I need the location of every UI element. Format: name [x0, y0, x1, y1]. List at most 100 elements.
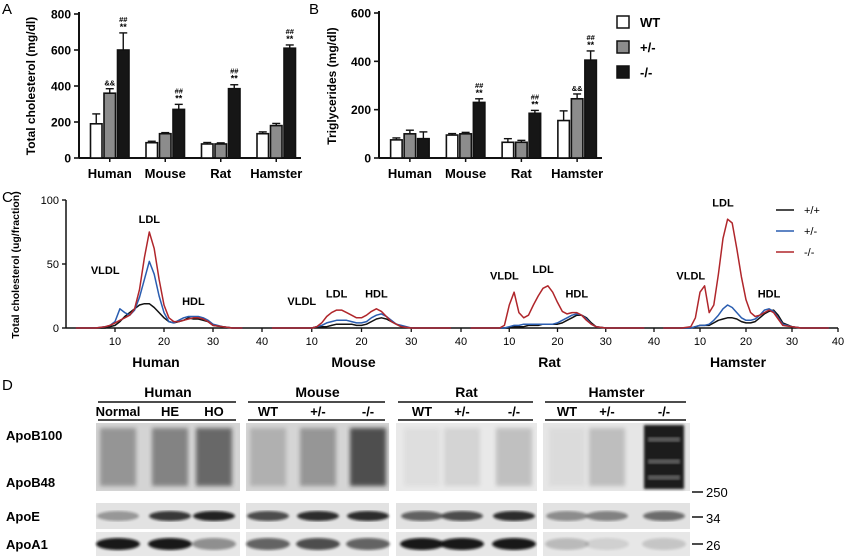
c-y-tick-label-0: 0 [53, 323, 59, 335]
c-human-peak-label-hdl: HDL [182, 296, 205, 308]
c-human-line-2 [75, 231, 243, 329]
c-human-peak-label-vldl: VLDL [91, 265, 120, 277]
a-y-tick-label-2: 400 [51, 80, 71, 94]
blot-lane-human-1: HE [161, 404, 179, 419]
blot-lane-mouse-2: -/- [362, 404, 374, 419]
c-rat-x-tick-label-0: 10 [503, 336, 515, 348]
b-bar-mouse-0 [445, 134, 459, 159]
blot-apob-band-mouse-0 [250, 428, 286, 486]
blot-apoe-band-hamster-0 [546, 511, 588, 521]
blot-apob-band-rat-2 [496, 428, 532, 486]
c-human-x-tick-label-2: 30 [207, 336, 219, 348]
blot-lane-hamster-1: +/- [599, 404, 615, 419]
c-subplot-title-rat: Rat [538, 354, 561, 370]
a-y-tick-label-3: 600 [51, 44, 71, 58]
blot-apoe-band-mouse-2 [347, 511, 389, 521]
b-bar-mouse-1 [459, 133, 473, 159]
blot-apob-band-hamster-0 [549, 428, 585, 486]
marker-26: 26 [706, 538, 720, 553]
b-y-tick-label-3: 600 [351, 7, 371, 21]
blot-lane-human-0: Normal [96, 404, 141, 419]
panel-a-ylabel: Total cholesterol (mg/dl) [24, 17, 38, 155]
blot-apob-band-human-1 [152, 428, 188, 486]
a-x-tick-label-mouse: Mouse [145, 166, 186, 181]
a-x-tick-label-rat: Rat [210, 166, 232, 181]
c-subplot-title-hamster: Hamster [710, 354, 767, 370]
c-rat-line-1 [470, 313, 645, 329]
blot-lane-rat-2: -/- [508, 404, 520, 419]
a-bar-rat-2 [227, 87, 241, 159]
a-annotation-1-0: ## [119, 15, 128, 24]
blot-apoe-band-mouse-0 [247, 511, 289, 521]
b-bar-rat-0 [501, 141, 515, 159]
legend-ko-swatch [616, 65, 630, 79]
a-bar-hamster-1 [269, 124, 283, 159]
panel-c-chart: Total cholesterol (ug/fraction) 0 50 100 10… [10, 191, 844, 370]
blot-apob-band-hamster-1 [589, 428, 625, 486]
a-bar-human-1 [103, 92, 117, 159]
b-annotation-1-0: ## [531, 92, 540, 101]
c-hamster-line-1 [663, 304, 829, 329]
c-human-x-tick-label-1: 20 [158, 336, 170, 348]
b-bar-rat-2 [528, 112, 542, 159]
panel-b-chart: Triglycerides (mg/dl) 0 200 400 600 Human Mou… [325, 7, 660, 182]
blot-apoe-band-human-1 [149, 511, 191, 521]
a-annotation-3-0: ## [230, 67, 239, 76]
c-hamster-line-0 [663, 309, 829, 329]
panel-c-letter: C [2, 189, 13, 206]
blot-apob-band-human-0 [100, 428, 136, 486]
panel-b-legend: WT +/- -/- [616, 15, 660, 80]
blot-apoa1-band-hamster-1 [585, 538, 629, 550]
a-annotation-0-0: && [104, 79, 115, 88]
a-bar-mouse-1 [158, 132, 172, 159]
a-bar-hamster-2 [283, 47, 297, 159]
c-mouse-peak-label-hdl: HDL [365, 288, 388, 300]
blot-apoa1-band-hamster-0 [545, 538, 589, 550]
c-rat-peak-label-ldl: LDL [532, 264, 554, 276]
a-bar-human-2 [116, 49, 130, 159]
b-bar-mouse-2 [472, 101, 486, 159]
c-hamster-x-tick-label-2: 30 [786, 336, 798, 348]
panel-c-legend: +/+ +/- -/- [776, 205, 820, 259]
b-annotation-1-1: ** [531, 99, 539, 109]
panel-a-chart: Total cholesterol (mg/dl) 0 200 400 600 800 H… [24, 8, 302, 182]
b-bar-human-0 [389, 139, 403, 159]
blot-lane-mouse-1: +/- [310, 404, 326, 419]
c-mouse-peak-label-ldl: LDL [326, 288, 348, 300]
c-hamster-x-tick-label-0: 10 [694, 336, 706, 348]
marker-250: 250 [706, 485, 728, 500]
c-rat-x-tick-label-3: 40 [648, 336, 660, 348]
c-mouse-x-tick-label-1: 20 [355, 336, 367, 348]
c-mouse-x-tick-label-0: 10 [306, 336, 318, 348]
blot-apob-subband-hamster-2-2 [648, 475, 680, 480]
blot-apob-subband-hamster-2-0 [648, 437, 680, 442]
b-y-tick-label-1: 200 [351, 103, 371, 117]
a-bar-hamster-0 [256, 132, 270, 159]
blot-apoe-band-rat-0 [401, 511, 443, 521]
c-human-x-tick-label-0: 10 [109, 336, 121, 348]
legend-ko-label: -/- [640, 65, 652, 80]
blot-group-rat: Rat [455, 384, 478, 400]
panel-b-letter: B [309, 1, 319, 18]
blot-apob-band-mouse-2 [350, 428, 386, 486]
b-bar-hamster-2 [584, 59, 598, 159]
b-x-tick-label-human: Human [388, 166, 432, 181]
blot-apoe-band-human-2 [193, 511, 235, 521]
c-y-tick-label-2: 100 [41, 195, 59, 207]
c-hamster-x-tick-label-3: 40 [832, 336, 844, 348]
blot-apob-subband-hamster-2-1 [648, 459, 680, 464]
c-mouse-line-2 [271, 308, 451, 329]
blot-lane-human-2: HO [204, 404, 224, 419]
b-y-tick-label-0: 0 [364, 152, 371, 166]
row-label-apoa1: ApoA1 [6, 537, 48, 552]
a-annotation-2-0: ## [175, 86, 184, 95]
row-label-apob100: ApoB100 [6, 428, 62, 443]
b-bar-human-1 [403, 133, 417, 159]
b-bar-hamster-0 [557, 119, 571, 159]
c-rat-peak-label-hdl: HDL [565, 288, 588, 300]
